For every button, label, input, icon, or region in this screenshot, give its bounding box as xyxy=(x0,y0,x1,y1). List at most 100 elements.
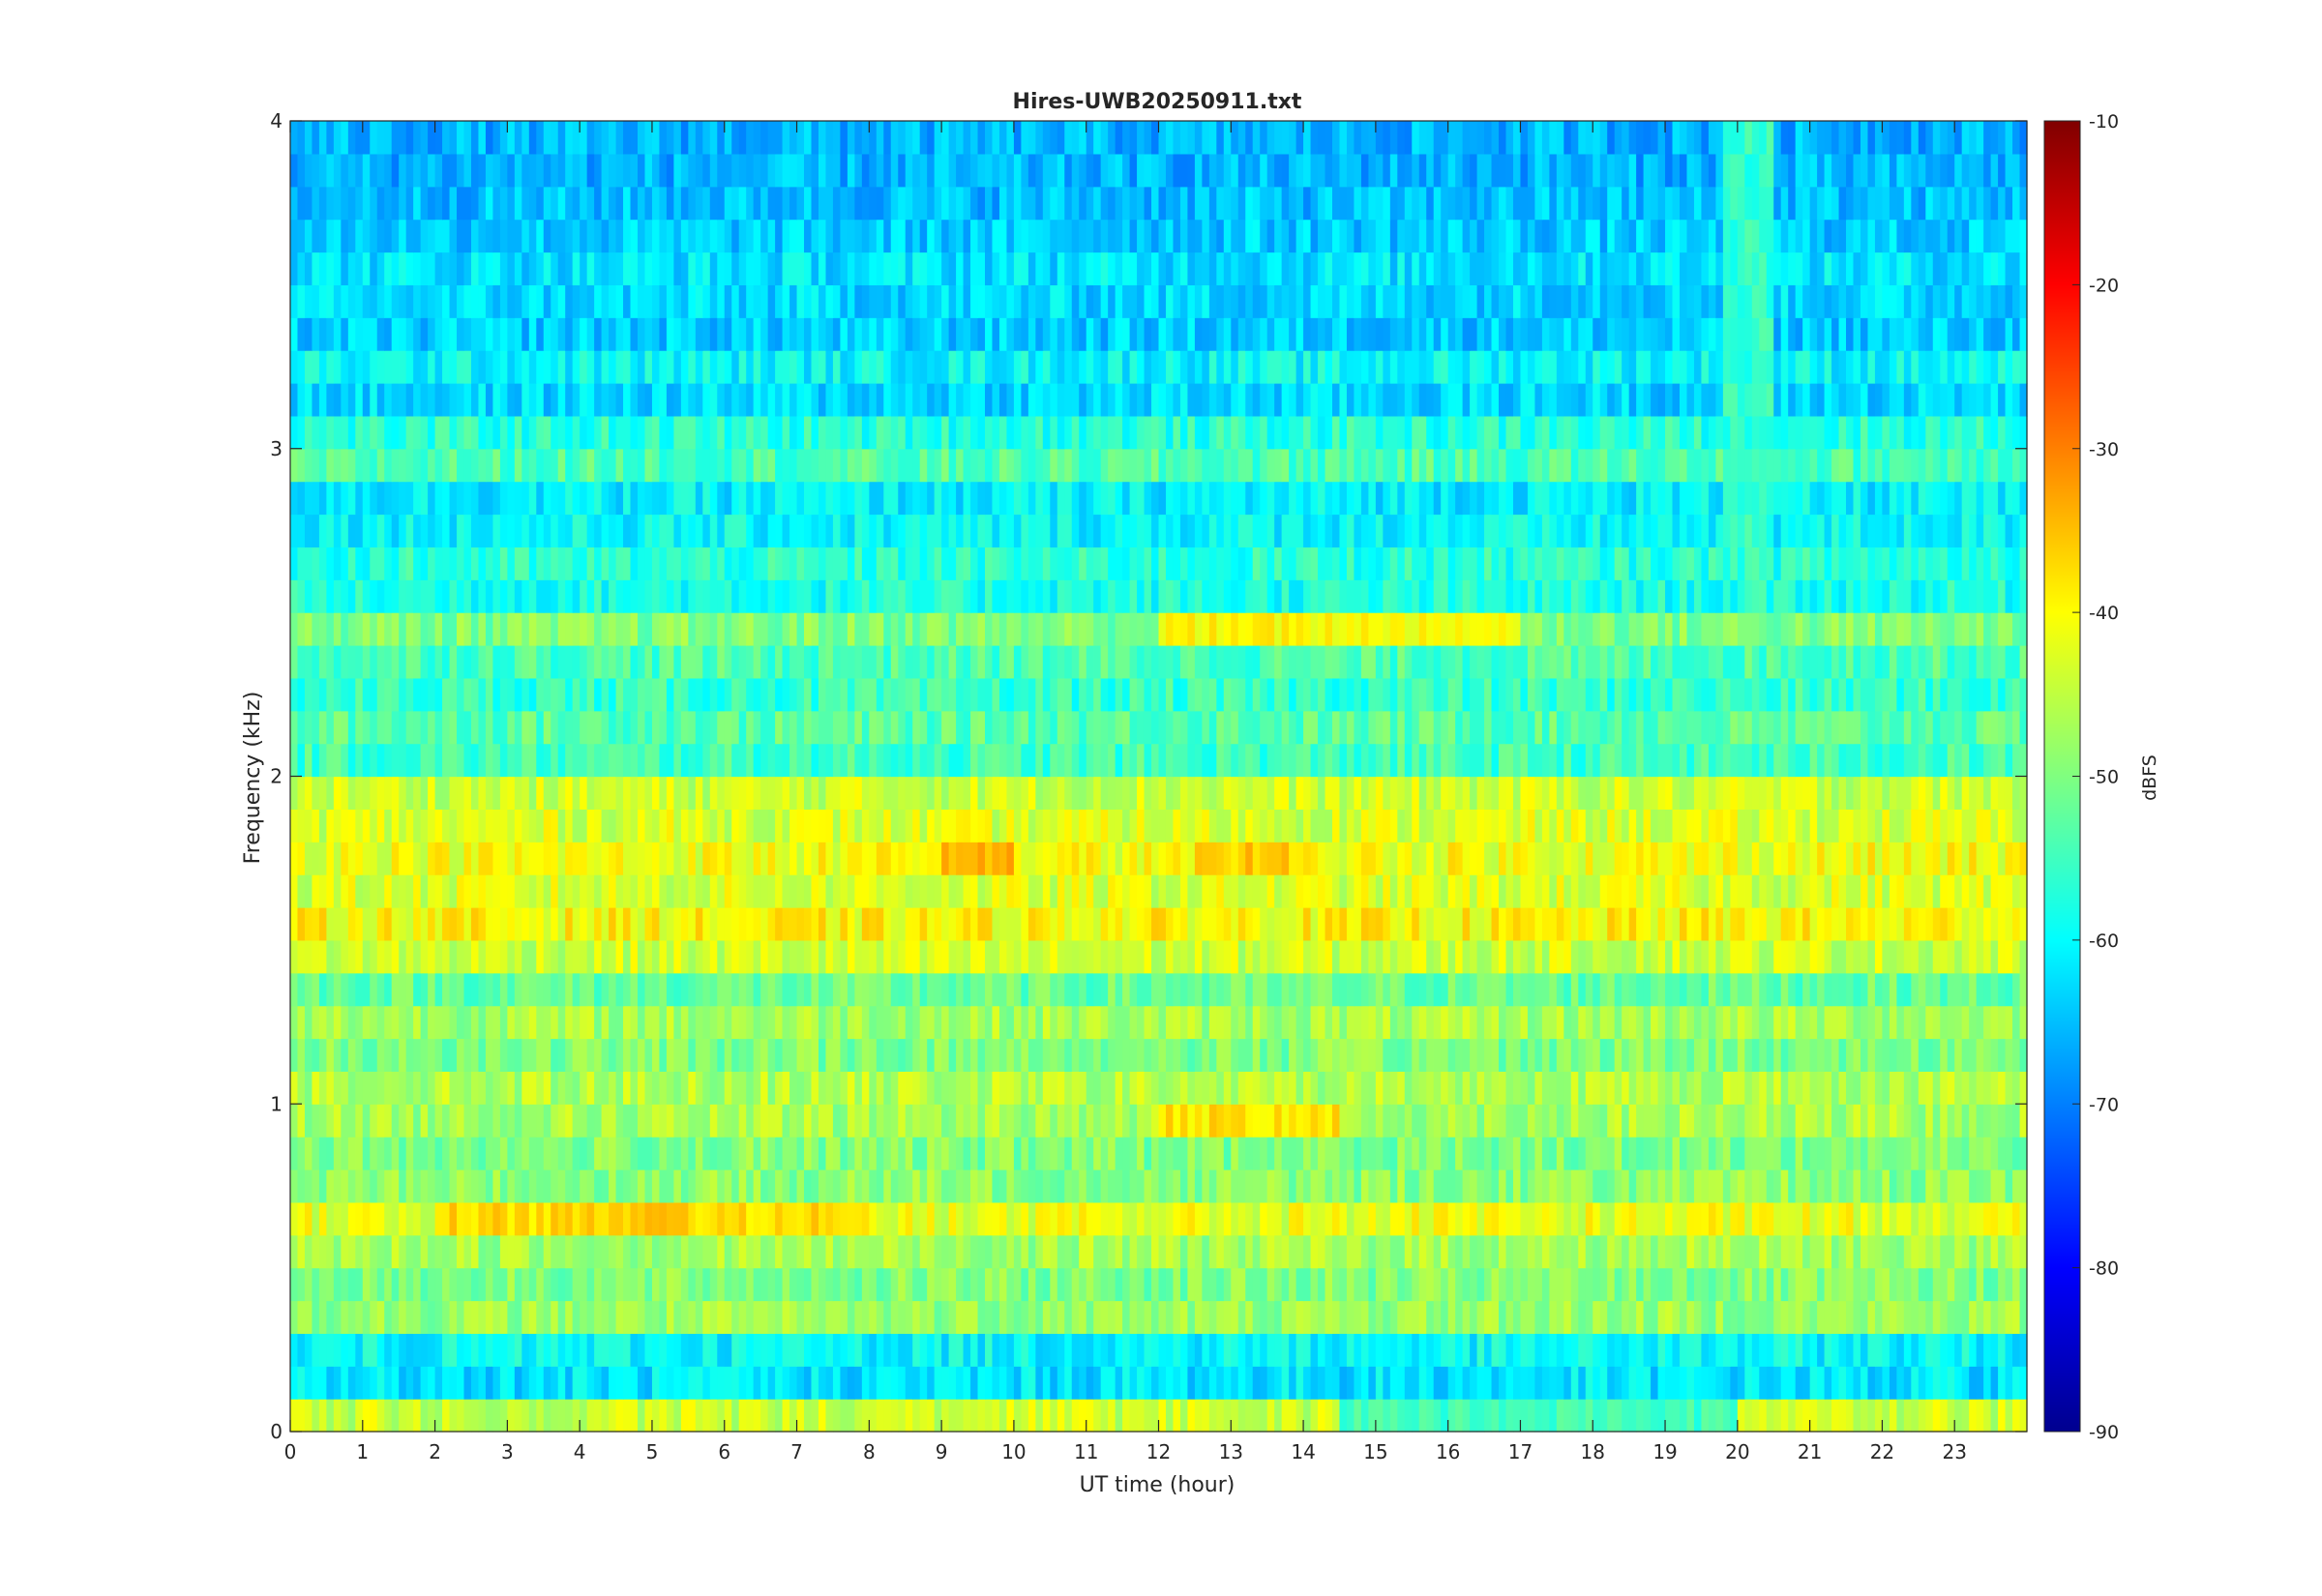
heatmap-cell xyxy=(1179,1201,1189,1236)
heatmap-cell xyxy=(1260,972,1268,1007)
heatmap-cell xyxy=(1651,1366,1659,1400)
heatmap-cell xyxy=(941,743,950,778)
heatmap-cell xyxy=(1961,1104,1970,1138)
heatmap-cell xyxy=(1115,1267,1123,1302)
heatmap-cell xyxy=(1426,1005,1435,1040)
heatmap-cell xyxy=(1433,1234,1442,1269)
heatmap-cell xyxy=(1383,1038,1391,1072)
heatmap-cell xyxy=(1216,1104,1225,1138)
heatmap-cell xyxy=(470,743,480,778)
heatmap-cell xyxy=(1889,1234,1897,1269)
heatmap-cell xyxy=(290,939,299,974)
heatmap-cell xyxy=(1100,1104,1109,1138)
heatmap-cell xyxy=(927,1333,936,1367)
heatmap-cell xyxy=(738,1267,747,1302)
heatmap-cell xyxy=(384,776,393,810)
heatmap-cell xyxy=(594,1137,603,1170)
heatmap-cell xyxy=(796,907,805,941)
heatmap-cell xyxy=(1231,1267,1239,1302)
heatmap-cell xyxy=(956,874,965,908)
heatmap-cell xyxy=(1202,1038,1210,1072)
heatmap-cell xyxy=(362,874,371,908)
heatmap-cell xyxy=(680,1300,689,1334)
heatmap-cell xyxy=(992,1234,1000,1269)
heatmap-cell xyxy=(1838,1399,1847,1433)
heatmap-cell xyxy=(673,1234,682,1269)
heatmap-cell xyxy=(485,1201,494,1236)
heatmap-cell xyxy=(1911,1267,1920,1302)
heatmap-cell xyxy=(1202,1333,1210,1367)
heatmap-cell xyxy=(1628,1038,1637,1072)
heatmap-cell xyxy=(1607,1104,1616,1138)
heatmap-cell xyxy=(985,1234,994,1269)
heatmap-cell xyxy=(1187,1300,1196,1334)
heatmap-cell xyxy=(1701,907,1710,941)
heatmap-cell xyxy=(1252,1201,1261,1236)
heatmap-cell xyxy=(1375,1300,1384,1334)
heatmap-cell xyxy=(992,939,1000,974)
heatmap-cell xyxy=(1447,1399,1456,1433)
heatmap-cell xyxy=(312,1071,320,1105)
heatmap-cell xyxy=(883,972,892,1007)
heatmap-cell xyxy=(1751,1267,1760,1302)
heatmap-cell xyxy=(485,743,494,778)
heatmap-cell xyxy=(318,776,327,810)
heatmap-cell xyxy=(1780,1399,1789,1433)
heatmap-cell xyxy=(1310,809,1319,842)
heatmap-cell xyxy=(1050,874,1058,908)
heatmap-cell xyxy=(1260,842,1268,875)
heatmap-cell xyxy=(405,1399,414,1433)
heatmap-cell xyxy=(1289,1366,1297,1400)
heatmap-cell xyxy=(1563,842,1572,875)
heatmap-cell xyxy=(1737,1333,1745,1367)
heatmap-cell xyxy=(355,1104,364,1138)
heatmap-cell xyxy=(934,842,942,875)
heatmap-cell xyxy=(1824,1267,1832,1302)
heatmap-cell xyxy=(463,874,472,908)
heatmap-cell xyxy=(470,1038,480,1072)
heatmap-cell xyxy=(1035,1267,1044,1302)
heatmap-cell xyxy=(1651,1038,1659,1072)
heatmap-cell xyxy=(1549,1005,1558,1040)
heatmap-cell xyxy=(1751,1399,1760,1433)
heatmap-cell xyxy=(1701,1104,1710,1138)
heatmap-cell xyxy=(1686,1300,1695,1334)
heatmap-cell xyxy=(290,842,299,875)
heatmap-cell xyxy=(1368,1234,1377,1269)
heatmap-cell xyxy=(1599,1300,1608,1334)
heatmap-cell xyxy=(985,1071,994,1105)
heatmap-cell xyxy=(1911,874,1920,908)
heatmap-cell xyxy=(2005,1104,2013,1138)
heatmap-cell xyxy=(1173,809,1181,842)
heatmap-cell xyxy=(970,743,979,778)
heatmap-cell xyxy=(1860,1333,1869,1367)
heatmap-cell xyxy=(297,1300,306,1334)
heatmap-cell xyxy=(825,907,834,941)
heatmap-cell xyxy=(442,972,451,1007)
heatmap-cell xyxy=(1027,1300,1036,1334)
heatmap-cell xyxy=(702,842,711,875)
heatmap-cell xyxy=(1990,1366,1999,1400)
heatmap-cell xyxy=(2005,1333,2013,1367)
heatmap-cell xyxy=(1838,1137,1847,1170)
heatmap-cell xyxy=(1686,907,1695,941)
heatmap-cell xyxy=(1708,1267,1716,1302)
heatmap-band xyxy=(290,1234,2028,1269)
heatmap-cell xyxy=(1071,743,1080,778)
heatmap-cell xyxy=(1882,1366,1890,1400)
heatmap-cell xyxy=(1389,1201,1398,1236)
heatmap-cell xyxy=(1802,1300,1811,1334)
heatmap-cell xyxy=(1940,1104,1949,1138)
heatmap-cell xyxy=(1397,1169,1406,1203)
heatmap-cell xyxy=(1129,1333,1138,1367)
heatmap-cell xyxy=(1064,743,1073,778)
heatmap-cell xyxy=(702,1038,711,1072)
heatmap-cell xyxy=(876,1137,884,1170)
heatmap-cell xyxy=(832,1038,842,1072)
heatmap-cell xyxy=(905,1267,913,1302)
heatmap-cell xyxy=(1318,1104,1326,1138)
heatmap-cell xyxy=(767,1201,776,1236)
heatmap-cell xyxy=(420,1333,429,1367)
heatmap-cell xyxy=(1237,1267,1246,1302)
heatmap-cell xyxy=(572,776,580,810)
